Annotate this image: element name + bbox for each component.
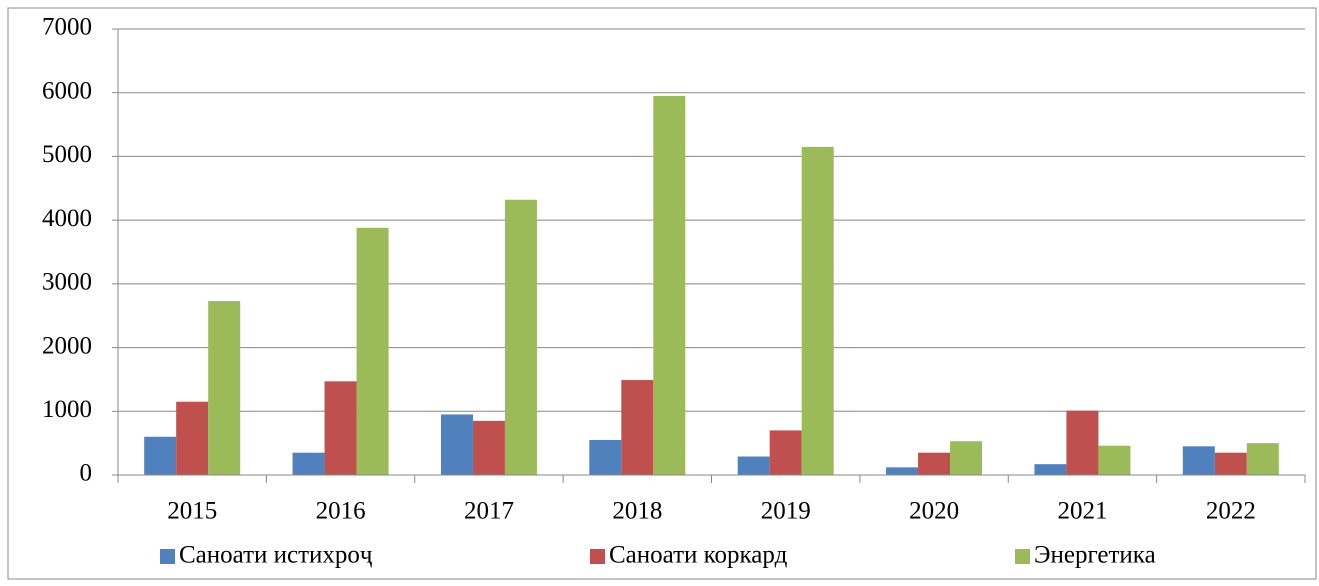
bar (208, 301, 241, 475)
x-tick-label: 2021 (1057, 498, 1107, 525)
bar (1182, 446, 1215, 475)
bar (1034, 464, 1067, 475)
bar (472, 420, 505, 475)
x-tick-label: 2015 (167, 498, 217, 525)
legend-swatch (1015, 549, 1030, 564)
bar (801, 146, 834, 475)
y-tick-label: 3000 (42, 269, 92, 296)
bar (621, 380, 654, 475)
x-tick-label: 2022 (1206, 498, 1256, 525)
chart-frame (7, 7, 1317, 580)
x-tick-label: 2017 (464, 498, 514, 525)
y-tick-label: 2000 (42, 332, 92, 359)
bar (769, 430, 802, 475)
bar (886, 467, 919, 475)
x-tick-label: 2020 (909, 498, 959, 525)
x-tick-label: 2018 (612, 498, 662, 525)
bar (950, 441, 983, 475)
y-tick-label: 6000 (42, 77, 92, 104)
y-tick-label: 1000 (42, 396, 92, 423)
bar (589, 439, 622, 475)
y-tick-label: 4000 (42, 205, 92, 232)
bar (324, 381, 357, 475)
bar (144, 436, 177, 475)
bar (1098, 445, 1131, 475)
legend-swatch (590, 549, 605, 564)
legend-label: Энергетика (1034, 542, 1156, 569)
bar (918, 452, 951, 475)
bar (653, 95, 686, 476)
y-tick-label: 7000 (42, 14, 92, 41)
bar (1066, 410, 1099, 475)
bar (504, 199, 537, 476)
x-tick-label: 2016 (316, 498, 366, 525)
y-tick-label: 0 (80, 460, 93, 487)
bar (1214, 452, 1247, 475)
y-tick-label: 5000 (42, 141, 92, 168)
bar (176, 401, 209, 475)
bar (356, 227, 389, 475)
x-tick-label: 2019 (761, 498, 811, 525)
legend-label: Саноати коркард (609, 542, 788, 569)
bar (440, 414, 473, 475)
bar (1246, 443, 1279, 475)
bar (292, 452, 325, 475)
legend-label: Саноати истихроҷ (179, 542, 373, 569)
legend-swatch (160, 549, 175, 564)
bar (737, 456, 770, 475)
